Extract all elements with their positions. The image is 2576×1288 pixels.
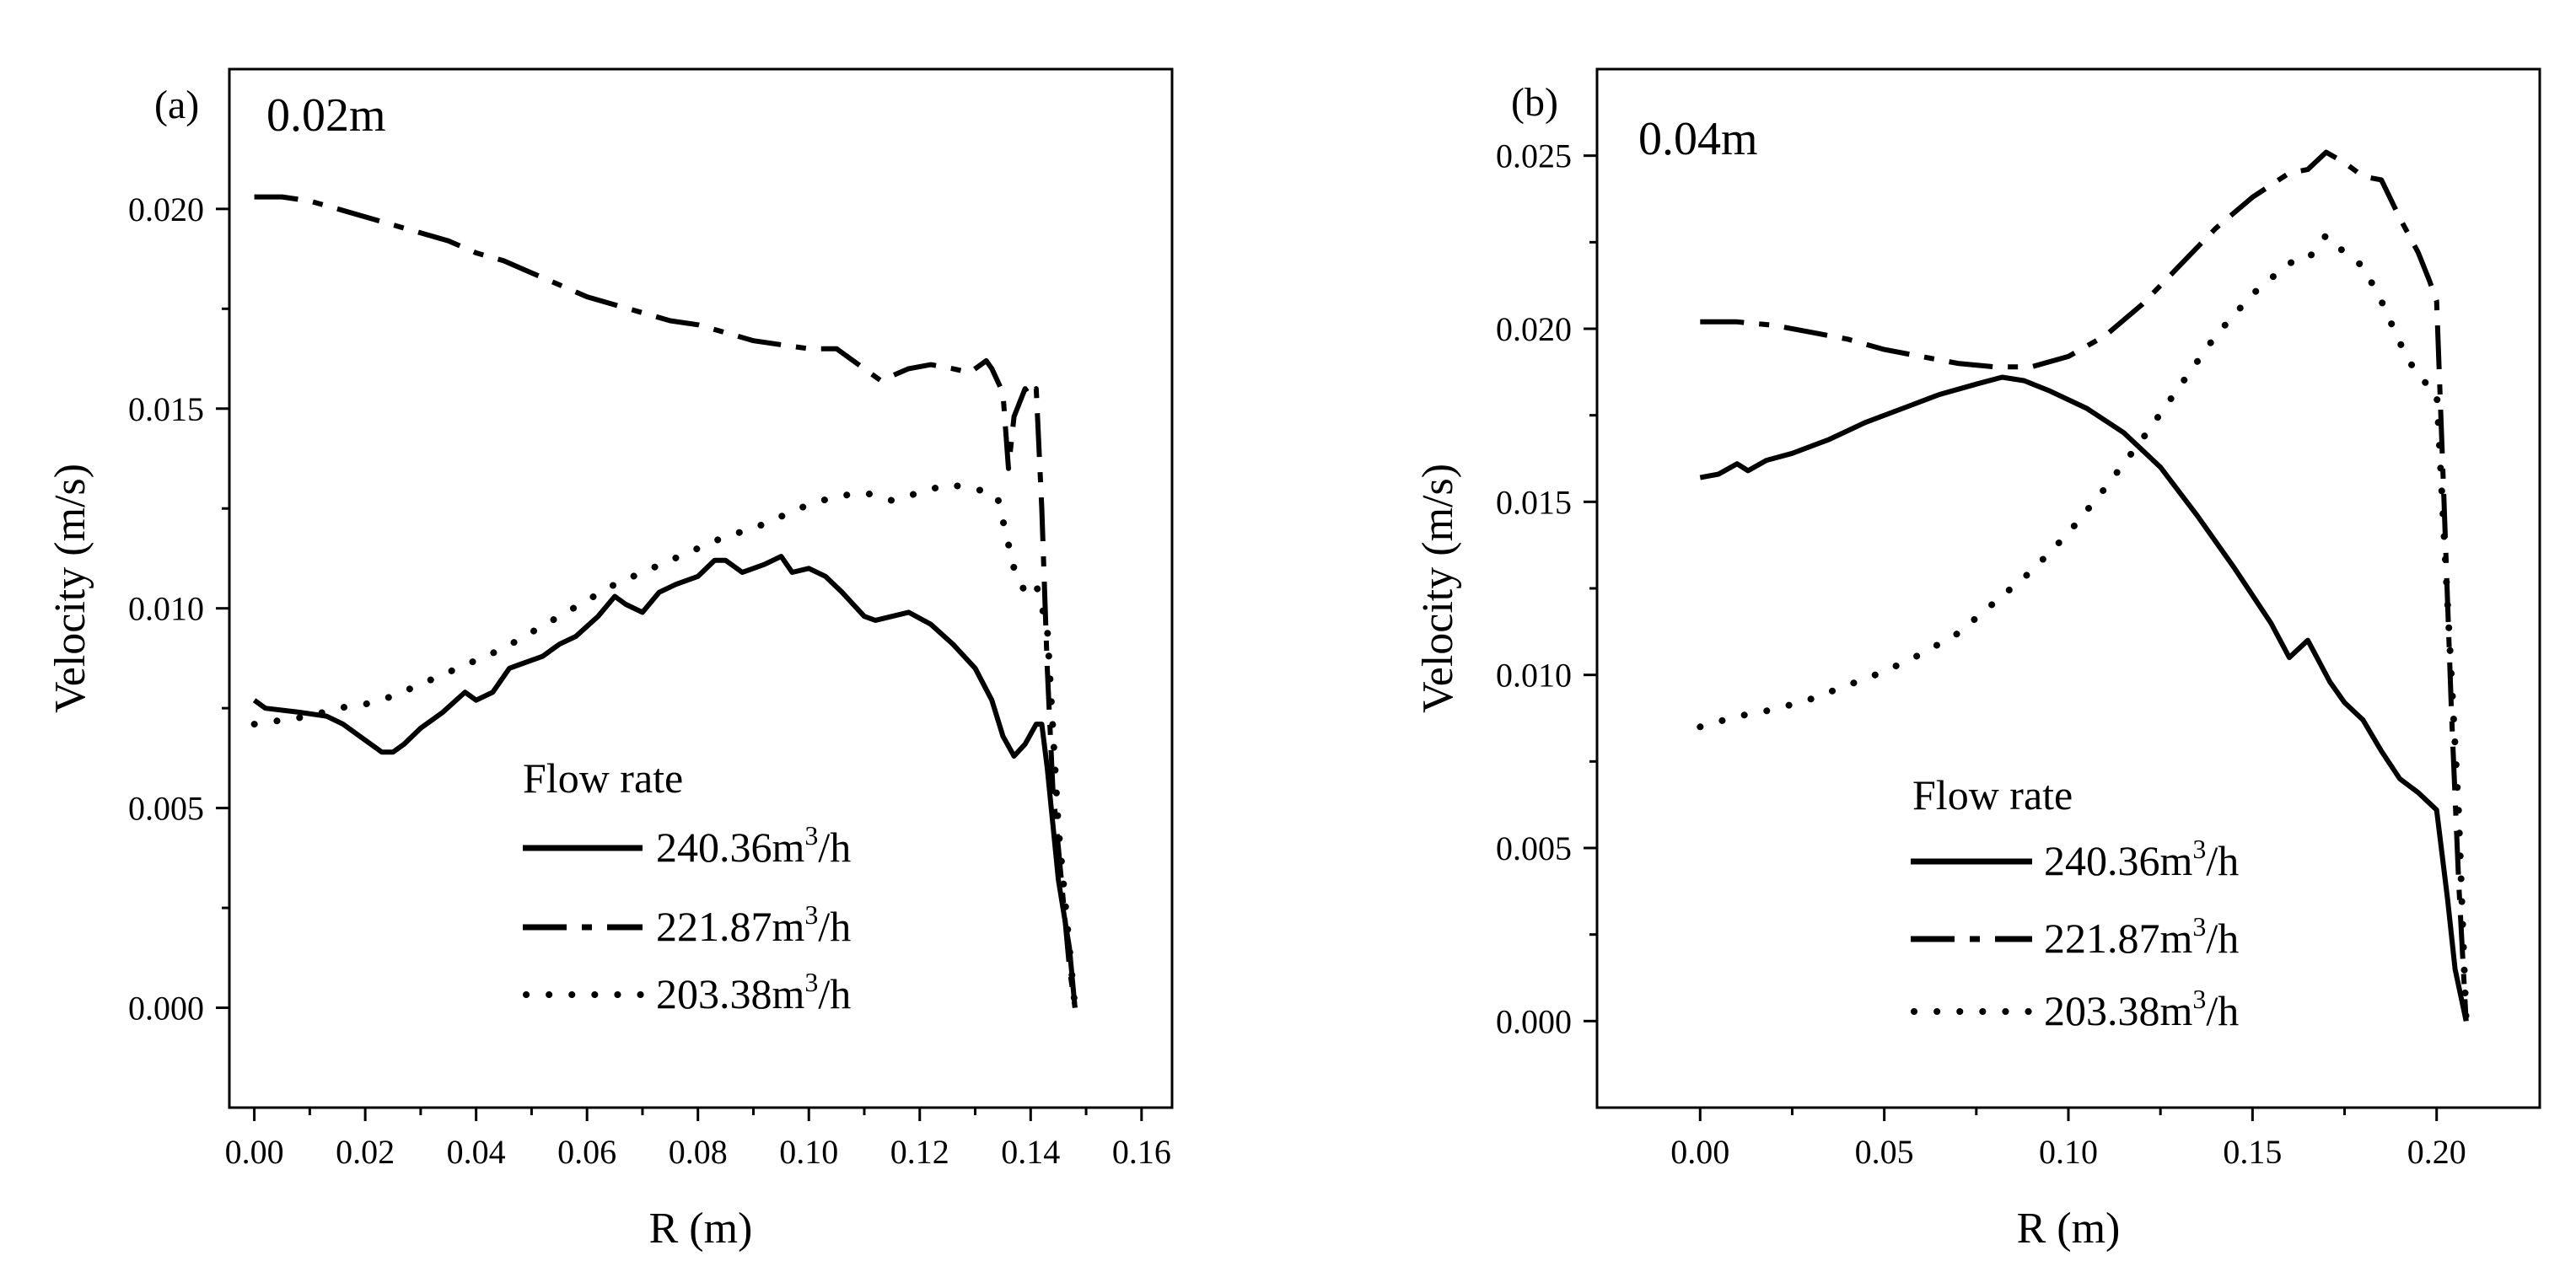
panel-a-legend: Flow rate 240.36m3/h 221.87m3/h 203.38m3… bbox=[523, 754, 851, 1017]
panel-a-legend-label-1: 240.36m3/h bbox=[656, 820, 851, 871]
y-tick-label: 0.020 bbox=[128, 191, 204, 228]
x-tick-label: 0.16 bbox=[1112, 1133, 1171, 1171]
x-tick-label: 0.14 bbox=[1001, 1133, 1060, 1171]
series-line-solid bbox=[252, 554, 1078, 1008]
series-line-dashdot bbox=[254, 194, 1078, 1008]
panel-a-series bbox=[250, 194, 1078, 1012]
series-line-dot bbox=[250, 480, 1078, 1012]
y-tick-label: 0.005 bbox=[128, 790, 204, 828]
panel-a-legend-label-3: 203.38m3/h bbox=[656, 967, 851, 1017]
y-tick-label: 0.015 bbox=[128, 390, 204, 428]
panel-b-y-ticks: 0.000 0.005 0.010 0.015 0.020 0.025 bbox=[1496, 137, 1597, 1040]
panel-a-x-axis-title: R (m) bbox=[649, 1205, 753, 1253]
panel-a: (a) 0.02m Velocity (m/s) R (m) 0.00 0.02 0… bbox=[46, 67, 1174, 1253]
panel-b-legend: Flow rate 240.36m3/h 221.87m3/h 203.38m3… bbox=[1911, 771, 2239, 1034]
panel-b-legend-label-1: 240.36m3/h bbox=[2044, 834, 2239, 884]
x-tick-label: 0.00 bbox=[225, 1133, 284, 1171]
panel-a-label: (a) bbox=[154, 83, 199, 127]
panel-b-height-label: 0.04m bbox=[1638, 113, 1758, 165]
y-tick-label: 0.000 bbox=[1496, 1002, 1572, 1040]
y-tick-label: 0.010 bbox=[128, 590, 204, 628]
x-tick-label: 0.20 bbox=[2407, 1133, 2466, 1171]
series-line-dashdot bbox=[1700, 149, 2469, 1022]
x-tick-label: 0.00 bbox=[1670, 1133, 1729, 1171]
series-line-dot bbox=[1697, 232, 2470, 1025]
panel-a-legend-label-2: 221.87m3/h bbox=[656, 899, 851, 950]
x-tick-label: 0.06 bbox=[557, 1133, 616, 1171]
panel-b-y-axis-title: Velocity (m/s) bbox=[1414, 464, 1462, 713]
x-tick-label: 0.08 bbox=[669, 1133, 728, 1171]
x-tick-label: 0.12 bbox=[890, 1133, 949, 1171]
y-tick-label: 0.010 bbox=[1496, 657, 1572, 695]
panel-a-y-ticks: 0.000 0.005 0.010 0.015 0.020 bbox=[128, 191, 229, 1028]
x-tick-label: 0.15 bbox=[2223, 1133, 2282, 1171]
y-tick-label: 0.015 bbox=[1496, 483, 1572, 521]
panel-b-label: (b) bbox=[1511, 80, 1558, 125]
y-tick-label: 0.025 bbox=[1496, 137, 1572, 175]
panel-b: (b) 0.04m Velocity (m/s) R (m) 0.00 0.05 0… bbox=[1414, 67, 2541, 1253]
y-tick-label: 0.020 bbox=[1496, 310, 1572, 348]
panel-a-y-axis-title: Velocity (m/s) bbox=[46, 464, 94, 713]
x-tick-label: 0.10 bbox=[779, 1133, 838, 1171]
x-tick-label: 0.05 bbox=[1855, 1133, 1914, 1171]
x-tick-label: 0.02 bbox=[336, 1133, 395, 1171]
panel-b-legend-label-3: 203.38m3/h bbox=[2044, 984, 2239, 1034]
y-tick-label: 0.005 bbox=[1496, 829, 1572, 867]
panel-b-series bbox=[1697, 149, 2470, 1025]
x-tick-label: 0.10 bbox=[2039, 1133, 2098, 1171]
panel-a-frame bbox=[228, 67, 1174, 1109]
x-tick-label: 0.04 bbox=[447, 1133, 506, 1171]
panel-b-legend-title: Flow rate bbox=[1912, 771, 2073, 818]
panel-a-x-ticks: 0.00 0.02 0.04 0.06 0.08 0.10 0.12 0.14 0.16 bbox=[225, 1108, 1171, 1171]
y-tick-label: 0.000 bbox=[128, 990, 204, 1028]
panel-b-legend-label-2: 221.87m3/h bbox=[2044, 911, 2239, 962]
panel-a-legend-title: Flow rate bbox=[523, 754, 683, 802]
panel-b-x-axis-title: R (m) bbox=[2017, 1205, 2121, 1253]
panel-a-height-label: 0.02m bbox=[266, 89, 386, 142]
panel-b-x-ticks: 0.00 0.05 0.10 0.15 0.20 bbox=[1670, 1108, 2466, 1171]
series-line-solid bbox=[1699, 374, 2469, 1022]
